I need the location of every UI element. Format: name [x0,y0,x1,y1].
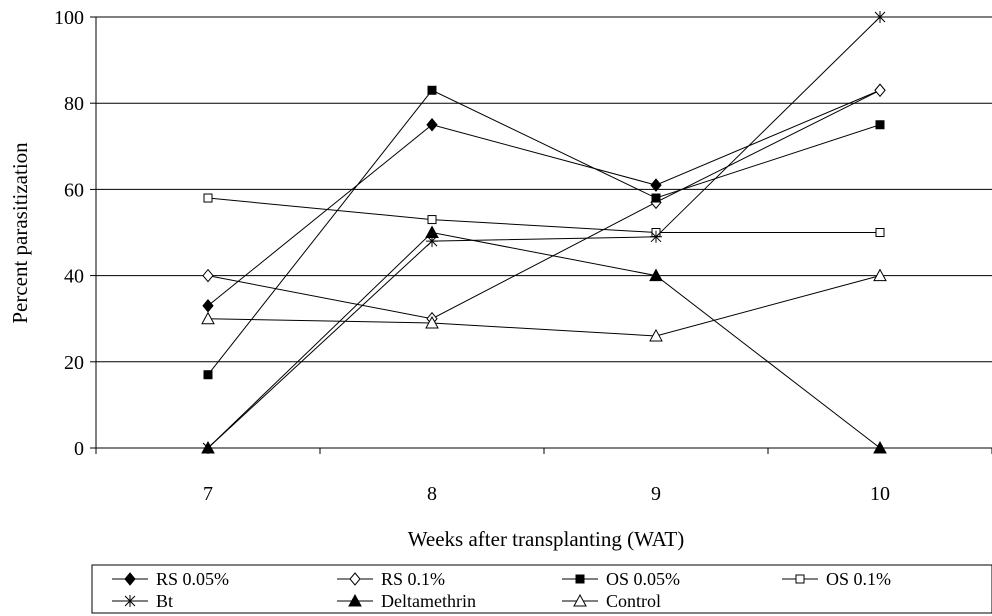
asterisk-marker [650,230,662,243]
filled-square-marker [427,85,437,95]
legend-item: RS 0.05% [112,569,229,589]
series-line [207,275,881,337]
legend-label: RS 0.05% [156,569,229,589]
filled-triangle-marker [873,440,887,454]
series [203,85,885,380]
asterisk-marker [124,595,136,607]
filled-square-marker [203,370,213,380]
series [202,83,886,313]
series-line [207,89,881,320]
filled-square-marker [575,574,585,584]
legend-label: Bt [156,591,173,611]
x-axis-title: Weeks after transplanting (WAT) [408,527,684,551]
open-square-marker [795,574,805,584]
x-tick-label: 9 [651,483,661,505]
filled-diamond-marker [202,298,214,313]
x-tick-label: 7 [203,483,213,505]
y-tick-label: 100 [54,7,84,29]
legend-label: OS 0.05% [606,569,680,589]
axes [90,16,992,454]
legend-box [91,564,992,614]
open-diamond-marker [202,268,214,283]
filled-diamond-marker [124,572,136,586]
legend-item: RS 0.1% [337,569,445,589]
series-line [207,231,881,449]
open-square-marker [203,193,213,203]
open-triangle-marker [649,328,663,342]
legend-label: Control [606,591,661,611]
x-tick-label: 10 [870,483,890,505]
asterisk-marker [874,11,886,23]
filled-diamond-marker [426,117,438,132]
legend: RS 0.05% RS 0.1% OS 0.05% OS 0.1% Bt Deltamet… [112,569,891,611]
legend-item: Bt [112,591,173,611]
series-group [201,11,887,454]
legend-label: OS 0.1% [826,569,891,589]
asterisk-marker [426,235,438,248]
series-line [207,89,881,307]
series-line [207,16,881,449]
legend-item: Control [562,591,661,611]
y-tick-label: 20 [64,352,84,374]
y-axis-title: Percent parasitization [8,142,32,324]
series [202,83,886,326]
y-tick-label: 40 [64,266,84,288]
filled-triangle-marker [425,225,439,238]
open-triangle-marker [201,311,215,325]
filled-triangle-marker [348,593,362,607]
open-triangle-marker [425,315,439,329]
series [201,268,887,342]
filled-triangle-marker [649,268,663,282]
y-tick-label: 60 [64,179,84,201]
series-line [207,197,880,233]
legend-label: Deltamethrin [381,591,476,611]
tick-labels: 0 20 40 60 80 100 7 8 9 10 [54,7,890,505]
open-square-marker [875,228,885,237]
open-triangle-marker [573,593,587,607]
y-tick-label: 80 [64,93,84,115]
x-tick-label: 8 [427,483,437,505]
legend-item: OS 0.05% [562,569,680,589]
series [201,225,887,454]
filled-square-marker [651,193,661,203]
open-triangle-marker [873,268,887,282]
filled-diamond-marker [650,178,662,192]
series [203,193,885,237]
filled-triangle-marker [201,440,215,454]
legend-label: RS 0.1% [381,569,445,589]
open-square-marker [427,215,437,225]
filled-square-marker [875,120,885,130]
legend-item: Deltamethrin [337,591,476,611]
y-tick-label: 0 [74,438,84,460]
open-diamond-marker [874,83,886,98]
legend-item: OS 0.1% [782,569,891,589]
series-line [207,89,881,376]
open-diamond-marker [349,572,361,586]
